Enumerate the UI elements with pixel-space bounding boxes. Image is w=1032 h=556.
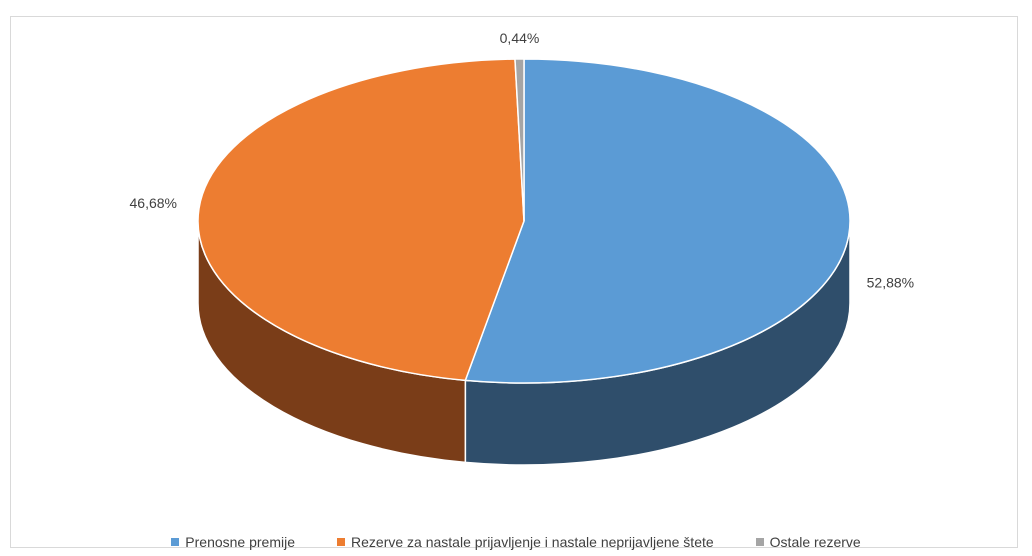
legend-label-prenosne-premije: Prenosne premije: [185, 534, 296, 550]
legend: Prenosne premije Rezerve za nastale prij…: [0, 534, 1032, 550]
legend-item-ostale-rezerve: Ostale rezerve: [755, 534, 861, 550]
legend-label-rezerve-za-nastale: Rezerve za nastale prijavljenje i nastal…: [351, 534, 714, 550]
legend-label-ostale-rezerve: Ostale rezerve: [769, 534, 861, 550]
legend-swatch-ostale-rezerve: [755, 538, 764, 546]
pie-slice-0: [464, 58, 851, 384]
legend-item-rezerve-za-nastale: Rezerve za nastale prijavljenje i nastal…: [337, 534, 714, 550]
data-label-0: 52,88%: [867, 274, 914, 290]
pie-slice-2: [514, 58, 525, 222]
data-label-1: 46,68%: [130, 195, 177, 211]
pie-slice-1: [197, 58, 525, 382]
data-label-2: 0,44%: [500, 30, 540, 46]
legend-swatch-prenosne-premije: [171, 538, 180, 546]
legend-swatch-rezerve-za-nastale: [337, 538, 346, 546]
legend-item-prenosne-premije: Prenosne premije: [171, 534, 295, 550]
